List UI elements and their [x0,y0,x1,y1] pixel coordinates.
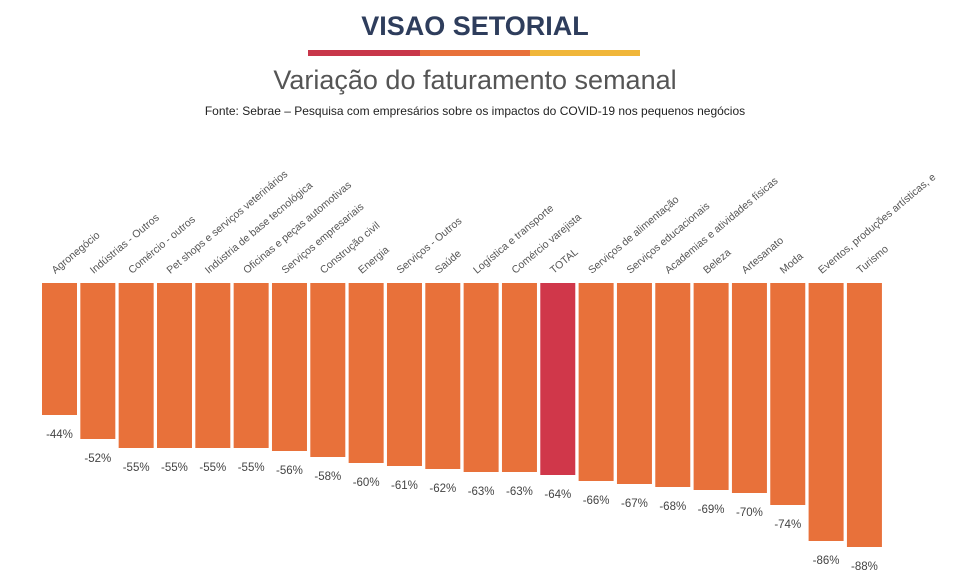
value-label: -64% [544,489,571,501]
bar [693,283,729,490]
value-label: -63% [468,486,495,498]
bar [118,283,154,448]
value-label: -86% [813,555,840,567]
bar [348,283,384,463]
category-label: Moda [778,250,806,276]
value-label: -69% [698,504,725,516]
chart-subtitle: Fonte: Sebrae – Pesquisa com empresários… [205,104,745,118]
bar [195,283,231,448]
value-label: -67% [621,498,648,510]
bar [271,283,307,451]
value-label: -74% [774,519,801,531]
value-label: -63% [506,486,533,498]
bar [425,283,461,469]
category-label: Comércio - outros [126,214,198,277]
value-label: -52% [84,453,111,465]
bar [578,283,614,481]
accent-bar [308,50,420,56]
bar [616,283,652,484]
value-label: -55% [199,462,226,474]
bar [156,283,192,448]
accent-bar [530,50,640,56]
bar [310,283,346,457]
chart-title: Variação do faturamento semanal [273,65,676,95]
category-label: Comércio varejista [509,211,583,276]
value-label: -70% [736,507,763,519]
value-label: -66% [583,495,610,507]
category-label: Beleza [701,246,733,276]
bar [501,283,537,472]
bar [540,283,576,475]
value-label: -56% [276,465,303,477]
bar [463,283,499,472]
value-label: -88% [851,561,878,573]
value-label: -61% [391,480,418,492]
bar [808,283,844,541]
bar [233,283,269,448]
bar [655,283,691,487]
value-label: -68% [659,501,686,513]
category-label: Indústrias - Outros [88,212,162,277]
value-label: -55% [123,462,150,474]
bar [770,283,806,505]
bar [80,283,116,439]
bar [386,283,422,466]
bar [42,283,77,415]
value-label: -58% [314,471,341,483]
value-label: -55% [238,462,265,474]
bar [846,283,882,547]
bar [731,283,767,493]
category-label: Energia [356,244,392,277]
category-label: Saúde [433,248,464,277]
value-label: -62% [429,483,456,495]
category-label: Serviços - Outros [394,215,464,276]
accent-bar [420,50,530,56]
value-label: -60% [353,477,380,489]
header: VISAO SETORIAL [361,11,589,41]
category-label: TOTAL [548,246,581,276]
category-label: Turismo [854,243,891,276]
value-label: -55% [161,462,188,474]
value-label: -44% [46,429,73,441]
